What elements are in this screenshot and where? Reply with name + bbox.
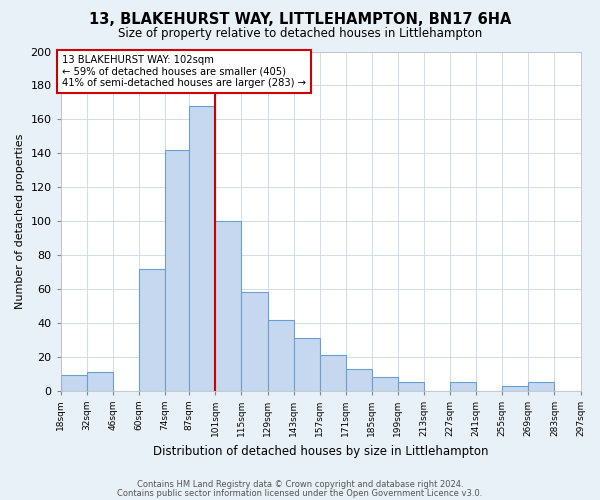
Bar — [241, 292, 268, 391]
Text: 13 BLAKEHURST WAY: 102sqm
← 59% of detached houses are smaller (405)
41% of semi: 13 BLAKEHURST WAY: 102sqm ← 59% of detac… — [62, 55, 305, 88]
Text: Size of property relative to detached houses in Littlehampton: Size of property relative to detached ho… — [118, 28, 482, 40]
Bar — [502, 386, 529, 391]
X-axis label: Distribution of detached houses by size in Littlehampton: Distribution of detached houses by size … — [153, 444, 488, 458]
Bar — [529, 382, 554, 391]
Bar — [346, 368, 372, 391]
Bar — [215, 221, 241, 391]
Bar — [293, 338, 320, 391]
Y-axis label: Number of detached properties: Number of detached properties — [15, 134, 25, 309]
Text: Contains HM Land Registry data © Crown copyright and database right 2024.: Contains HM Land Registry data © Crown c… — [137, 480, 463, 489]
Bar — [450, 382, 476, 391]
Bar — [165, 150, 189, 391]
Bar — [189, 106, 215, 391]
Bar — [87, 372, 113, 391]
Bar — [398, 382, 424, 391]
Bar — [372, 377, 398, 391]
Bar — [139, 268, 165, 391]
Text: Contains public sector information licensed under the Open Government Licence v3: Contains public sector information licen… — [118, 488, 482, 498]
Text: 13, BLAKEHURST WAY, LITTLEHAMPTON, BN17 6HA: 13, BLAKEHURST WAY, LITTLEHAMPTON, BN17 … — [89, 12, 511, 28]
Bar — [61, 376, 87, 391]
Bar — [268, 320, 293, 391]
Bar — [320, 355, 346, 391]
